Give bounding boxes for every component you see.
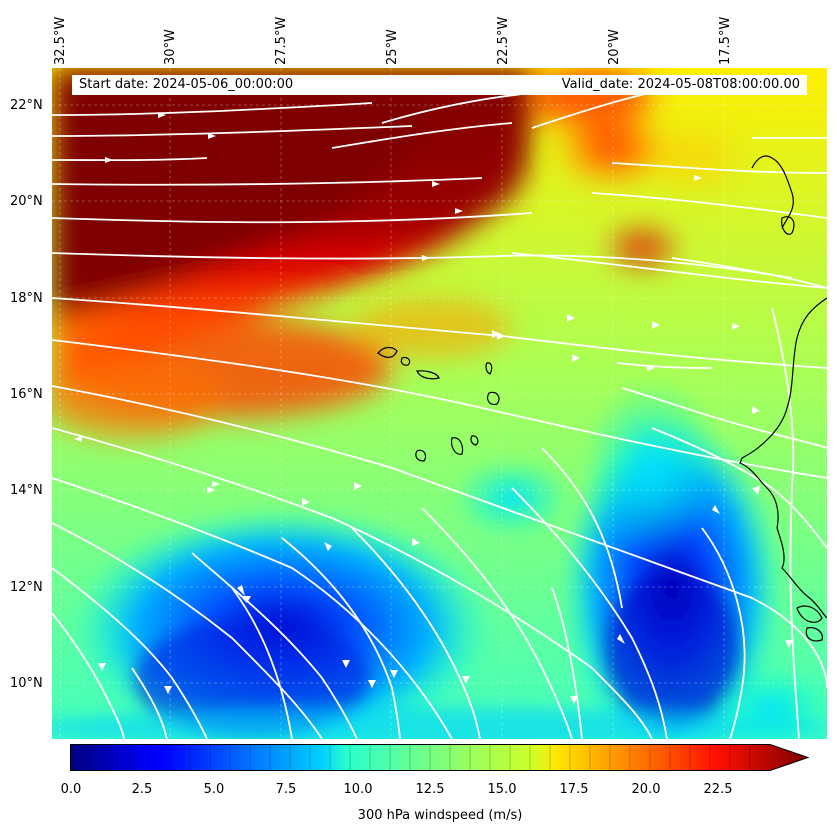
lon-label-30w: 30°W bbox=[163, 29, 178, 65]
lat-label-16n: 16°N bbox=[10, 387, 43, 402]
lat-label-10n: 10°N bbox=[10, 676, 43, 691]
lon-label-25w: 25°W bbox=[385, 29, 400, 65]
lon-label-20w: 20°W bbox=[607, 29, 622, 65]
cape-verde-boa-vista bbox=[486, 391, 500, 405]
colorbar-tick-22-5: 22.5 bbox=[703, 782, 733, 797]
start-date-label: Start date: 2024-05-06_00:00:00 bbox=[79, 77, 294, 92]
colorbar bbox=[70, 744, 810, 774]
cape-verde-maio bbox=[470, 435, 479, 446]
lon-label-17-5w: 17.5°W bbox=[718, 16, 733, 65]
valid-date-label: Valid_date: 2024-05-08T08:00:00.00 bbox=[561, 77, 800, 92]
colorbar-tick-0: 0.0 bbox=[60, 782, 82, 797]
african-coast bbox=[739, 297, 827, 619]
colorbar-tick-7-5: 7.5 bbox=[275, 782, 297, 797]
lon-label-27-5w: 27.5°W bbox=[274, 16, 289, 65]
cape-verde-santo-antao bbox=[377, 346, 398, 358]
streamline-arrows bbox=[74, 112, 793, 704]
graticule bbox=[52, 68, 827, 739]
colorbar-tick-15: 15.0 bbox=[487, 782, 517, 797]
map-panel[interactable] bbox=[52, 68, 827, 739]
cape-verde-fogo bbox=[415, 449, 427, 462]
colorbar-tick-2-5: 2.5 bbox=[131, 782, 153, 797]
colorbar-tick-10: 10.0 bbox=[343, 782, 373, 797]
lat-label-12n: 12°N bbox=[10, 580, 43, 595]
colorbar-tick-20: 20.0 bbox=[631, 782, 661, 797]
lat-label-22n: 22°N bbox=[10, 98, 43, 113]
wind-streamlines bbox=[52, 77, 827, 739]
colorbar-label: 300 hPa windspeed (m/s) bbox=[357, 808, 523, 823]
lon-label-22-5w: 22.5°W bbox=[496, 16, 511, 65]
colorbar-graphic bbox=[70, 744, 810, 771]
lat-label-18n: 18°N bbox=[10, 291, 43, 306]
colorbar-tick-17-5: 17.5 bbox=[559, 782, 589, 797]
lat-label-14n: 14°N bbox=[10, 483, 43, 498]
windspeed-map bbox=[52, 68, 827, 739]
lat-label-20n: 20°N bbox=[10, 194, 43, 209]
info-header: Start date: 2024-05-06_00:00:00 Valid_da… bbox=[72, 75, 807, 95]
cape-verde-sal bbox=[485, 362, 493, 375]
cape-verde-sao-nicolau bbox=[416, 370, 440, 380]
colorbar-tick-5: 5.0 bbox=[203, 782, 225, 797]
cape-verde-sao-vicente bbox=[400, 356, 411, 366]
lon-label-32-5w: 32.5°W bbox=[53, 16, 68, 65]
cape-verde-santiago bbox=[450, 437, 464, 455]
coastlines bbox=[377, 155, 827, 642]
colorbar-tick-12-5: 12.5 bbox=[415, 782, 445, 797]
